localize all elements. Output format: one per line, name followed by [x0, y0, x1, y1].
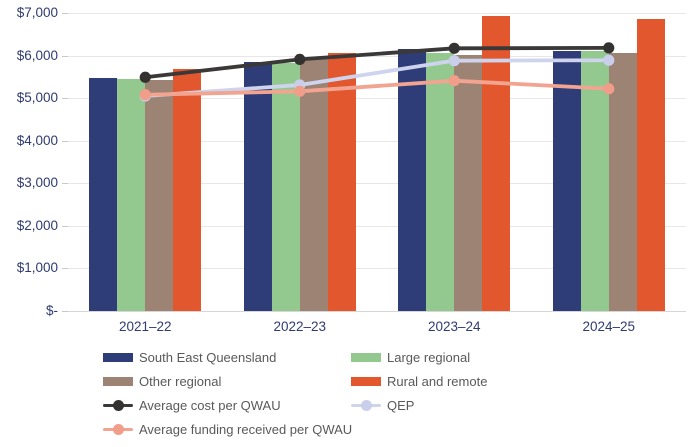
gridline: [68, 268, 686, 270]
bar-large-regional: [271, 63, 300, 311]
x-axis-category-label: 2022–23: [273, 319, 327, 334]
legend-item-rural-and-remote: Rural and remote: [351, 369, 671, 393]
y-axis-tick: [62, 311, 68, 312]
gridline: [68, 13, 686, 14]
legend-label: Other regional: [139, 373, 222, 389]
bar-rural-and-remote: [327, 53, 356, 311]
line-average-cost-per-qwau: [143, 46, 611, 80]
y-axis-tick-label: $5,000: [16, 90, 58, 106]
bar-south-east-queensland: [552, 50, 581, 311]
legend-item-other-regional: Other regional: [103, 369, 351, 393]
legend-bar-swatch-icon: [103, 352, 133, 362]
bar-large-regional: [426, 53, 455, 311]
legend-label: Large regional: [387, 349, 471, 365]
bar-large-regional: [117, 78, 146, 311]
legend-item-large-regional: Large regional: [351, 345, 671, 369]
x-axis-line: [68, 311, 686, 312]
x-axis-category-label: 2021–22: [118, 319, 172, 334]
y-axis-tick-label: $3,000: [16, 175, 58, 191]
bar-other-regional: [145, 79, 174, 311]
bar-other-regional: [454, 55, 483, 311]
x-axis-category-label: 2024–25: [582, 319, 636, 334]
legend-bar-swatch-icon: [103, 376, 133, 386]
chart-legend: South East Queensland Large regional Other…: [103, 345, 671, 441]
y-axis-tick: [62, 225, 68, 227]
y-axis-tick: [62, 13, 68, 14]
y-axis-tick: [62, 55, 68, 57]
legend-label: Average funding received per QWAU: [139, 421, 353, 437]
y-axis-tick-label: $7,000: [16, 5, 58, 20]
bar-south-east-queensland: [243, 61, 272, 311]
bar-rural-and-remote: [482, 15, 511, 311]
legend-item-south-east-queensland: South East Queensland: [103, 345, 351, 369]
legend-bar-swatch-icon: [351, 352, 381, 362]
bar-rural-and-remote: [173, 69, 202, 311]
legend-line-swatch-icon: [103, 422, 133, 436]
bar-south-east-queensland: [398, 49, 427, 311]
bar-rural-and-remote: [636, 18, 665, 311]
legend-item-average-funding-received-per-qwau: Average funding received per QWAU: [103, 417, 353, 441]
y-axis-tick: [62, 183, 68, 185]
y-axis-tick: [62, 98, 68, 100]
y-axis-tick-label: $2,000: [16, 217, 58, 233]
bar-other-regional: [299, 57, 328, 311]
line-average-funding-received-per-qwau: [143, 78, 611, 97]
legend-line-swatch-icon: [103, 398, 133, 412]
y-axis-tick-label: $6,000: [16, 47, 58, 63]
y-axis-tick-label: $4,000: [16, 132, 58, 148]
legend-label: QEP: [387, 397, 415, 413]
gridline: [68, 140, 686, 142]
bar-other-regional: [608, 53, 637, 311]
legend-item-qep: QEP: [351, 393, 671, 417]
bar-south-east-queensland: [89, 77, 118, 311]
x-axis-category-label: 2023–24: [427, 319, 481, 334]
y-axis-tick: [62, 140, 68, 142]
legend-bar-swatch-icon: [351, 376, 381, 386]
line-qep: [143, 58, 611, 98]
legend-label: Rural and remote: [387, 373, 488, 389]
legend-line-swatch-icon: [351, 398, 381, 412]
y-axis-tick: [62, 268, 68, 270]
legend-label: South East Queensland: [139, 349, 277, 365]
bar-large-regional: [580, 51, 609, 311]
gridline: [68, 98, 686, 100]
y-axis-tick-label: $1,000: [16, 260, 58, 276]
legend-item-average-cost-per-qwau: Average cost per QWAU: [103, 393, 351, 417]
gridline: [68, 225, 686, 227]
gridline: [68, 183, 686, 185]
legend-label: Average cost per QWAU: [139, 397, 281, 413]
y-axis-tick-label: $-: [45, 303, 58, 318]
